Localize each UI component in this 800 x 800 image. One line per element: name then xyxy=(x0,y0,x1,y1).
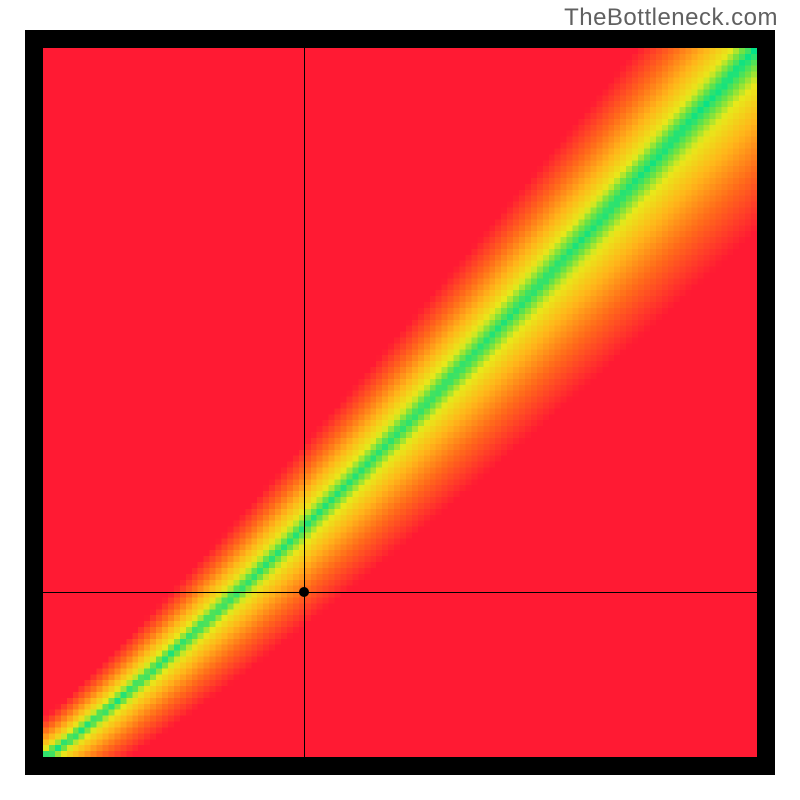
crosshair-horizontal xyxy=(43,592,757,593)
watermark-text: TheBottleneck.com xyxy=(564,4,778,32)
root-container: TheBottleneck.com xyxy=(0,0,800,800)
bottleneck-heatmap xyxy=(43,48,757,757)
crosshair-marker-dot xyxy=(299,587,309,597)
crosshair-vertical xyxy=(304,48,305,757)
plot-inner xyxy=(43,48,757,757)
plot-frame xyxy=(25,30,775,775)
